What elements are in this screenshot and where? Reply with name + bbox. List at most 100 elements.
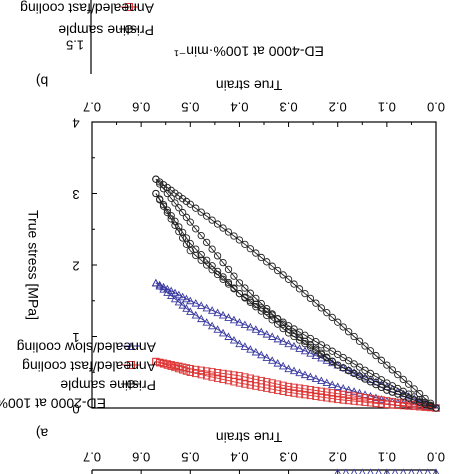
series-1-unloading-point [252, 382, 260, 390]
panel-a-x-tick-label: 0.0 [427, 450, 445, 465]
series-1-unloading-point [317, 393, 325, 401]
series-3-unloading-point [167, 212, 175, 220]
series-0-loading-point [355, 370, 364, 379]
series-3-loading-point [208, 266, 216, 274]
series-0-unloading-point [366, 391, 375, 400]
series-2-unloading-point [241, 284, 249, 292]
series-2-unloading-point [182, 213, 191, 221]
series-0-unloading-point [178, 300, 187, 309]
series-0-unloading-point [300, 370, 310, 379]
series-0-unloading-point [251, 347, 260, 356]
series-1-loading-point [284, 382, 293, 391]
series-2-loading-point [410, 385, 418, 393]
series-2-unloading-point [230, 272, 238, 280]
series-0-loading-point [224, 313, 233, 321]
series-3-unloading-point [152, 189, 160, 198]
series-1-unloading-point [175, 365, 183, 373]
series-3-unloading-point [328, 357, 336, 366]
series-3-loading-point [306, 334, 315, 343]
series-0-unloading-point [273, 358, 282, 367]
panel-b-x-tick-label: 0.0 [427, 100, 445, 115]
ed4000-legend-label-pristine: Pristine sample [58, 22, 154, 38]
series-1-loading-point [355, 393, 364, 401]
series-0-loading-point [167, 286, 176, 295]
series-2-loading-point [197, 208, 205, 216]
series-0-loading-point [273, 334, 282, 343]
panel-b-x-tick-label: 0.5 [181, 100, 199, 115]
series-0-unloading-point [328, 380, 337, 389]
series-0-unloading-point [159, 285, 168, 293]
series-0-unloading-point [322, 378, 331, 387]
series-1-unloading-point [230, 378, 238, 386]
panel-b-label: b) [36, 73, 48, 89]
series-0-loading-point [404, 391, 413, 400]
series-1-unloading-point [312, 392, 320, 400]
series-1-unloading-point [323, 394, 331, 402]
series-1-unloading-point [224, 376, 233, 385]
series-0-loading-point [311, 351, 321, 360]
series-2-loading-point [323, 309, 331, 317]
panel-a-x-tick-labels: 0.0 0.1 0.2 0.3 0.4 0.5 0.6 0.7 [83, 450, 445, 474]
series-1-unloading-point [328, 394, 336, 403]
series-2-loading-point [361, 342, 369, 350]
series-3-unloading-point [163, 206, 172, 214]
panel-a-series-0-point [342, 468, 349, 474]
series-0-loading-point [251, 325, 260, 333]
series-1-loading-point [295, 384, 304, 392]
series-2-loading-point [268, 262, 276, 270]
panel-a-x-tick-label: 0.2 [329, 450, 347, 465]
series-2-loading-point [334, 318, 342, 326]
panel-a-series-0-point [408, 468, 415, 474]
series-2-loading-point [208, 216, 216, 224]
panel-b-x-tick-label: 0.1 [378, 100, 396, 115]
series-1-unloading-point [279, 387, 287, 395]
series-2-loading-point [399, 375, 407, 384]
panel-b-x-tick-label: 0.2 [329, 100, 347, 115]
ed4000-y-tick-label: 1.5 [66, 38, 84, 53]
series-1-unloading-point [361, 398, 369, 406]
series-3-unloading-point [306, 343, 315, 351]
series-1-unloading-point [156, 359, 164, 367]
series-1-unloading-point [163, 361, 172, 369]
series-0-unloading-point [229, 335, 239, 344]
series-0-loading-point [191, 298, 200, 307]
series-1-loading-point [208, 368, 216, 376]
series-1-loading-point [317, 387, 325, 395]
series-0-unloading-point [191, 310, 200, 319]
series-3-loading-point [323, 344, 331, 352]
series-2-loading-point [290, 280, 298, 288]
series-3-unloading-point [213, 267, 222, 276]
series-0-loading-point [278, 337, 288, 345]
series-1-unloading-point [186, 368, 194, 376]
series-2-loading-point [213, 220, 222, 228]
legend-label-slow: Annealed/slow cooling [17, 339, 156, 355]
series-1-unloading-point [182, 367, 191, 375]
series-0-unloading-point [317, 376, 326, 385]
series-3-unloading-point [263, 311, 271, 320]
series-3-unloading-point [290, 332, 298, 341]
series-1-unloading-point [339, 396, 347, 404]
series-0-unloading-point [333, 382, 342, 390]
panel-b-x-tick-label: 0.3 [280, 100, 298, 115]
ed4000-annotation: ED-4000 at 100%·min⁻¹ [174, 43, 324, 59]
series-0-loading-point [317, 353, 326, 362]
series-0-unloading-point [246, 345, 255, 353]
panel-a-x-tick-label: 0.7 [83, 450, 101, 465]
series-0-unloading-point [268, 356, 277, 364]
panel-b-x-tick-labels: 0.0 0.1 0.2 0.3 0.4 0.5 0.6 0.7 [83, 100, 445, 115]
series-1-loading-point [235, 372, 244, 380]
series-1-loading-point [290, 383, 298, 391]
series-2-loading-point [274, 266, 282, 275]
series-2-loading-point [317, 304, 325, 312]
series-0-loading-point [300, 346, 310, 355]
series-2-unloading-point [219, 258, 227, 267]
panel-a-x-tick-label: 0.3 [280, 450, 298, 465]
series-2-loading-point [350, 332, 358, 341]
series-3-unloading-point [171, 217, 179, 225]
series-0-unloading-point [182, 304, 191, 312]
panel-b-x-axis-title-group: True strain [216, 77, 282, 93]
series-0-loading-point [268, 332, 277, 340]
series-1-unloading-point [306, 391, 315, 400]
series-3-unloading-point [197, 251, 205, 259]
series-2-loading-point [279, 271, 287, 279]
